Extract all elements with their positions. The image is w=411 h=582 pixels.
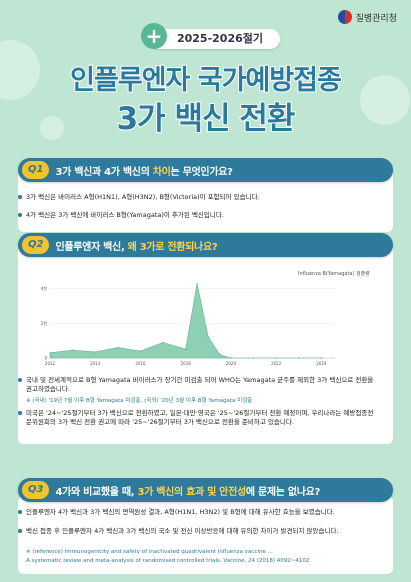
season-badge: 2025-2026절기 bbox=[150, 29, 280, 49]
q3-question-highlight: 3가 백신의 효과 및 안전성 bbox=[137, 486, 246, 498]
chart-x-tick-label: 2018 bbox=[181, 361, 192, 366]
chart-x-tick-label: 2022 bbox=[271, 361, 282, 366]
q3-reference: ※ (reference) Immunogenicity and safety … bbox=[26, 549, 273, 555]
watermark-kr: 케이엠 뉴스 bbox=[276, 533, 364, 549]
chart-x-tick-label: 2020 bbox=[226, 361, 237, 366]
chart-data-point bbox=[139, 350, 142, 352]
q3-question-bar: Q3 4가와 비교했을 때, 3가 백신의 효과 및 안전성에 문제는 없나요? bbox=[18, 478, 393, 502]
agency-name: 질병관리청 bbox=[355, 13, 397, 24]
virus-decoration bbox=[360, 75, 410, 125]
q1-question: 3가 백신과 4가 백신의 차이는 무엇인가요? bbox=[55, 163, 232, 178]
chart-y-tick-label: 0 bbox=[44, 356, 47, 361]
q1-tag: Q1 bbox=[22, 161, 50, 179]
chart-data-point bbox=[49, 352, 51, 354]
q3-tag: Q3 bbox=[22, 481, 50, 499]
virus-decoration bbox=[40, 116, 64, 140]
q2-question-pre: 인플루엔자 백신, bbox=[55, 241, 128, 253]
q1-answer-2: 4가 백신은 3가 백신에 바이러스 B형(Yamagata)이 추가된 백신입… bbox=[18, 211, 376, 220]
q1-answer-1: 3가 백신은 바이러스 A형(H1N1), A형(H3N2), B형(Victo… bbox=[18, 193, 376, 202]
q2-question: 인플루엔자 백신, 왜 3가로 전환되나요? bbox=[55, 238, 217, 253]
chart-y-tick-label: 2천 bbox=[41, 320, 48, 326]
chart-data-point bbox=[275, 357, 277, 359]
q2-question-bar: Q2 인플루엔자 백신, 왜 3가로 전환되나요? bbox=[18, 233, 393, 257]
chart-data-point bbox=[320, 357, 323, 359]
q2-answer-1: 국내 및 전세계적으로 B형 Yamagata 바이러스가 장기간 미검출 되어… bbox=[18, 376, 376, 394]
q1-question-bar: Q1 3가 백신과 4가 백신의 차이는 무엇인가요? bbox=[18, 158, 393, 182]
q3-question: 4가와 비교했을 때, 3가 백신의 효과 및 안전성에 문제는 없나요? bbox=[55, 483, 320, 498]
agency-emblem-icon bbox=[337, 10, 352, 24]
page-subtitle: 3가 백신 전환 bbox=[116, 100, 297, 138]
q3-card bbox=[18, 496, 393, 574]
chart-x-tick-label: 2014 bbox=[90, 361, 101, 366]
q2-answer-note: ※ (국내) '19년 7월 이후 B형 Yamagata 미검출, (국외) … bbox=[26, 398, 253, 404]
chart-data-point bbox=[252, 357, 255, 359]
chart-y-tick-label: 4천 bbox=[41, 285, 48, 291]
chart-data-point bbox=[185, 348, 187, 350]
q2-question-highlight: 왜 3가로 전환되나요? bbox=[127, 241, 218, 253]
q1-question-post: 는 무엇인가요? bbox=[170, 166, 233, 178]
yamagata-detection-chart: 0 2천 4천 2012 2014 2016 2018 2020 2022 2024 bbox=[41, 282, 335, 366]
q3-reference-2: A systematic review and meta-analysis of… bbox=[26, 558, 310, 564]
chart-x-tick-label: 2012 bbox=[45, 361, 56, 366]
q3-answer-2: 백신 접종 후 인플루엔자 4가 백신과 3가 백신의 국소 및 전신 이상반응… bbox=[18, 527, 376, 536]
q3-answer-1: 인플루엔자 4가 백신과 3가 백신의 면역원성 결과, A형(H1N1, H3… bbox=[18, 508, 376, 517]
chart-legend: Influenza B(Yamagata) 검출량 bbox=[298, 271, 370, 277]
chart-series-area bbox=[49, 283, 322, 359]
q1-question-highlight: 차이 bbox=[152, 166, 171, 178]
chart-data-point bbox=[72, 349, 74, 351]
q2-tag: Q2 bbox=[22, 236, 50, 254]
chart-x-tick-label: 2016 bbox=[135, 361, 146, 366]
chart-x-tick-label: 2024 bbox=[316, 361, 327, 366]
chart-data-point bbox=[298, 357, 300, 359]
q1-question-pre: 3가 백신과 4가 백신의 bbox=[55, 166, 153, 178]
page-title: 인플루엔자 국가예방접종 bbox=[69, 64, 343, 97]
chart-data-point bbox=[94, 351, 96, 353]
watermark-en: korea media news bbox=[286, 514, 376, 524]
chart-data-point bbox=[207, 336, 209, 338]
q3-question-post: 에 문제는 없나요? bbox=[245, 486, 321, 498]
q3-question-pre: 4가와 비교했을 때, bbox=[55, 486, 138, 498]
agency-logo: 질병관리청 bbox=[337, 10, 397, 24]
chart-data-point bbox=[162, 341, 164, 343]
medical-cross-icon: + bbox=[141, 23, 167, 49]
chart-data-point bbox=[196, 282, 198, 285]
chart-data-point bbox=[219, 353, 221, 356]
chart-data-point bbox=[117, 347, 119, 349]
chart-data-point bbox=[230, 357, 232, 359]
q2-answer-2: 미국은 '24~'25절기부터 3가 백신으로 전환하였고, 일본·대만·영국은… bbox=[18, 409, 376, 427]
